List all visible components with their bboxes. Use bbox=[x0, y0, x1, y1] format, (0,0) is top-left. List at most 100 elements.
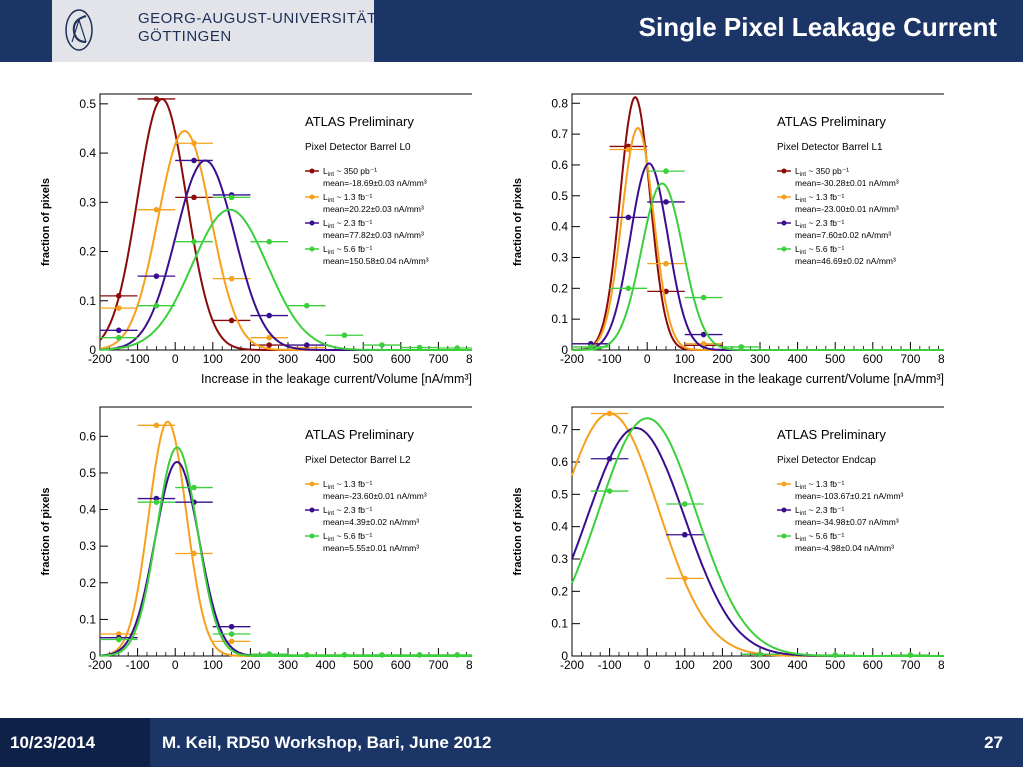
x-tick-label: -200 bbox=[560, 352, 584, 366]
x-tick-label: 800 bbox=[466, 658, 472, 672]
y-tick-label: 0.2 bbox=[551, 281, 568, 295]
data-point bbox=[116, 636, 122, 643]
y-tick-label: 0.3 bbox=[79, 195, 96, 209]
data-point bbox=[682, 531, 688, 538]
legend-label: Lint ~ 350 pb⁻¹ bbox=[323, 166, 377, 178]
x-tick-label: 800 bbox=[938, 352, 944, 366]
fit-curve bbox=[100, 446, 472, 657]
y-tick-label: 0.5 bbox=[79, 97, 96, 111]
legend-label: Lint ~ 2.3 fb⁻¹ bbox=[795, 218, 845, 230]
data-point bbox=[266, 651, 272, 657]
footer-author: M. Keil, RD50 Workshop, Bari, June 2012 bbox=[162, 733, 492, 752]
chart-subtitle: Pixel Detector Barrel L0 bbox=[305, 142, 411, 153]
x-tick-label: 400 bbox=[316, 658, 336, 672]
y-axis-label: fraction of pixels bbox=[40, 178, 52, 266]
data-point bbox=[700, 294, 707, 301]
data-point bbox=[738, 344, 744, 350]
chart-subtitle: Pixel Detector Barrel L2 bbox=[305, 455, 411, 466]
legend-label: Lint ~ 5.6 fb⁻¹ bbox=[323, 531, 373, 543]
y-axis-label: fraction of pixels bbox=[512, 487, 524, 575]
data-point bbox=[153, 96, 160, 102]
data-point bbox=[191, 550, 197, 557]
x-tick-label: 0 bbox=[644, 658, 651, 672]
legend-mean: mean=4.39±0.02 nA/mm³ bbox=[323, 517, 419, 527]
university-name-line1: GEORG-AUGUST-UNIVERSITÄT bbox=[138, 10, 377, 27]
data-point bbox=[416, 652, 423, 658]
legend-label: Lint ~ 5.6 fb⁻¹ bbox=[323, 244, 373, 256]
footer-date: 10/23/2014 bbox=[10, 733, 96, 752]
data-point bbox=[304, 302, 310, 309]
data-point bbox=[379, 342, 385, 348]
y-tick-label: 0.4 bbox=[551, 520, 568, 534]
data-point bbox=[266, 312, 272, 319]
chart-title: ATLAS Preliminary bbox=[305, 427, 414, 442]
x-tick-label: 700 bbox=[900, 352, 920, 366]
x-tick-label: -100 bbox=[126, 658, 150, 672]
x-tick-label: -100 bbox=[126, 352, 150, 366]
plot-frame bbox=[571, 406, 944, 657]
y-tick-label: 0.3 bbox=[551, 250, 568, 264]
legend-mean: mean=150.58±0.04 nA/mm³ bbox=[323, 256, 429, 266]
y-tick-label: 0.3 bbox=[79, 539, 96, 553]
legend-mean: mean=-34.98±0.07 nA/mm³ bbox=[795, 517, 899, 527]
x-tick-label: -100 bbox=[598, 658, 622, 672]
data-point bbox=[191, 140, 197, 147]
x-tick-label: 500 bbox=[353, 352, 373, 366]
y-axis-label: fraction of pixels bbox=[512, 178, 524, 266]
x-tick-label: -200 bbox=[88, 658, 112, 672]
x-tick-label: 400 bbox=[788, 352, 808, 366]
x-tick-label: -100 bbox=[598, 352, 622, 366]
chart-title: ATLAS Preliminary bbox=[305, 114, 414, 129]
chart-barrel-l1: -200 -100 0 100 200 300 400 500 600 700 800 0 0.1 0.2… bbox=[512, 82, 944, 388]
data-point bbox=[588, 344, 594, 350]
data-point bbox=[191, 484, 197, 491]
y-tick-label: 0.4 bbox=[79, 503, 96, 517]
legend-marker bbox=[781, 481, 787, 487]
y-tick-label: 0.1 bbox=[551, 617, 568, 631]
legend-mean: mean=46.69±0.02 nA/mm³ bbox=[795, 256, 896, 266]
legend-label: Lint ~ 2.3 fb⁻¹ bbox=[795, 505, 845, 517]
legend-marker bbox=[309, 533, 315, 539]
legend-mean: mean=7.60±0.02 nA/mm³ bbox=[795, 230, 891, 240]
chart-title: ATLAS Preliminary bbox=[777, 114, 886, 129]
y-tick-label: 0.6 bbox=[79, 429, 96, 443]
data-point bbox=[454, 345, 461, 351]
legend-marker bbox=[781, 220, 787, 226]
data-point bbox=[700, 331, 707, 338]
y-tick-label: 0.4 bbox=[79, 146, 96, 160]
x-tick-label: 600 bbox=[391, 352, 411, 366]
legend-mean: mean=-4.98±0.04 nA/mm³ bbox=[795, 543, 894, 553]
x-tick-label: 100 bbox=[675, 352, 695, 366]
y-axis-label: fraction of pixels bbox=[40, 487, 52, 575]
x-tick-label: 700 bbox=[428, 352, 448, 366]
chart-subtitle: Pixel Detector Endcap bbox=[777, 455, 876, 466]
y-tick-label: 0.5 bbox=[79, 466, 96, 480]
x-tick-label: 400 bbox=[788, 658, 808, 672]
x-tick-label: 400 bbox=[316, 352, 336, 366]
data-point bbox=[153, 302, 160, 309]
x-tick-label: 600 bbox=[863, 658, 883, 672]
y-tick-label: 0 bbox=[561, 343, 568, 357]
y-tick-label: 0.2 bbox=[551, 584, 568, 598]
legend-label: Lint ~ 1.3 fb⁻¹ bbox=[795, 479, 845, 491]
data-point bbox=[682, 501, 688, 507]
data-point bbox=[625, 146, 632, 153]
legend-label: Lint ~ 350 pb⁻¹ bbox=[795, 166, 849, 178]
data-point bbox=[116, 293, 122, 299]
y-tick-label: 0.5 bbox=[551, 189, 568, 203]
y-tick-label: 0.2 bbox=[79, 576, 96, 590]
data-point bbox=[116, 305, 122, 311]
legend-marker bbox=[309, 168, 315, 174]
fit-curve bbox=[572, 182, 944, 351]
data-point bbox=[266, 342, 272, 348]
legend-marker bbox=[781, 533, 787, 539]
legend-marker bbox=[781, 194, 787, 200]
data-point bbox=[682, 575, 688, 582]
y-tick-label: 0.6 bbox=[551, 158, 568, 172]
y-tick-label: 0.8 bbox=[551, 96, 568, 110]
data-point bbox=[228, 623, 235, 630]
x-tick-label: 200 bbox=[712, 658, 732, 672]
legend-marker bbox=[309, 194, 315, 200]
legend-label: Lint ~ 1.3 fb⁻¹ bbox=[323, 192, 373, 204]
legend-mean: mean=20.22±0.03 nA/mm³ bbox=[323, 204, 424, 214]
